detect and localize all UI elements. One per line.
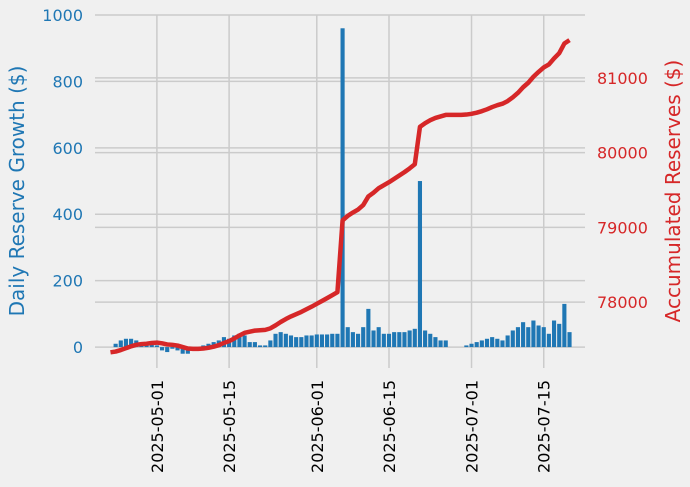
- bar: [154, 345, 159, 348]
- y-tick-label: 1000: [42, 6, 83, 25]
- bar: [361, 327, 366, 348]
- bar: [443, 340, 448, 348]
- bar: [144, 345, 149, 348]
- bar: [113, 343, 118, 348]
- bar: [500, 340, 505, 348]
- bar: [567, 332, 572, 348]
- bar: [288, 335, 294, 348]
- bar: [294, 337, 299, 348]
- x-tick-label: 2025-07-15: [535, 380, 554, 473]
- bar: [505, 335, 510, 348]
- bar: [278, 332, 283, 348]
- bar: [526, 327, 531, 348]
- bar: [479, 340, 484, 348]
- bar: [546, 333, 551, 348]
- bar: [521, 322, 526, 348]
- bar: [515, 327, 521, 348]
- bar: [541, 327, 546, 348]
- bar: [165, 347, 170, 353]
- bar: [201, 345, 206, 348]
- x-tick-label: 2025-05-01: [148, 380, 167, 473]
- line: [110, 38, 571, 355]
- bar: [237, 333, 242, 348]
- bar: [304, 335, 309, 348]
- bar: [412, 328, 417, 348]
- y-tick-label: 800: [52, 72, 83, 91]
- bar: [366, 308, 371, 348]
- bar: [242, 335, 247, 348]
- bar: [206, 343, 211, 348]
- y-tick-label: 200: [52, 272, 83, 291]
- x-tick-label: 2025-07-01: [463, 380, 482, 473]
- bar: [407, 330, 412, 348]
- y-tick-label: 0: [73, 338, 83, 357]
- bar: [268, 340, 273, 348]
- bar: [495, 338, 500, 348]
- bar: [490, 337, 495, 348]
- bar: [175, 347, 180, 351]
- bar: [402, 332, 407, 348]
- bar: [309, 335, 314, 348]
- bar: [180, 347, 185, 354]
- bar: [118, 340, 123, 348]
- bar: [536, 325, 541, 348]
- bar: [381, 333, 386, 348]
- y2-tick-label: 80000: [597, 144, 648, 163]
- bar: [417, 181, 423, 348]
- bar: [551, 320, 557, 348]
- bar: [386, 333, 392, 348]
- bar: [350, 332, 355, 348]
- y-tick-label: 400: [52, 205, 83, 224]
- bar: [531, 320, 536, 348]
- y-axis-label: Daily Reserve Growth ($): [5, 66, 29, 317]
- bar: [330, 333, 335, 348]
- bar: [484, 338, 490, 348]
- bar: [562, 303, 567, 348]
- bar: [423, 330, 428, 348]
- bar: [263, 345, 268, 348]
- bar: [340, 28, 345, 348]
- bar: [319, 334, 325, 348]
- bar: [428, 333, 433, 348]
- bar: [469, 343, 474, 348]
- bar: [464, 345, 469, 348]
- bar: [325, 334, 330, 348]
- bar: [474, 342, 479, 348]
- y-tick-label: 600: [52, 139, 83, 158]
- y2-tick-label: 81000: [597, 69, 648, 88]
- bar: [170, 347, 175, 349]
- bar: [273, 333, 278, 348]
- bar: [129, 338, 134, 348]
- x-tick-label: 2025-05-15: [220, 380, 239, 473]
- bar: [299, 337, 304, 348]
- bar: [392, 332, 397, 348]
- bar: [433, 337, 438, 348]
- bar: [355, 333, 361, 348]
- bar: [314, 334, 319, 348]
- bar: [510, 330, 515, 348]
- bar: [335, 333, 340, 348]
- bar: [159, 347, 165, 351]
- y2-tick-label: 78000: [597, 293, 648, 312]
- bar: [371, 330, 376, 348]
- bar: [252, 342, 257, 348]
- bar: [376, 327, 381, 348]
- bar: [438, 340, 443, 348]
- y2-tick-label: 79000: [597, 218, 648, 237]
- bar: [257, 345, 263, 348]
- x-tick-label: 2025-06-15: [380, 380, 399, 473]
- bar: [557, 323, 562, 348]
- bar: [149, 343, 154, 348]
- bar: [283, 333, 288, 348]
- bar: [345, 327, 350, 348]
- bar: [232, 335, 237, 348]
- x-tick-label: 2025-06-01: [308, 380, 327, 473]
- bar: [397, 332, 402, 348]
- bar: [123, 338, 129, 348]
- bar: [247, 342, 252, 348]
- y2-axis-label: Accumulated Reserves ($): [661, 60, 685, 323]
